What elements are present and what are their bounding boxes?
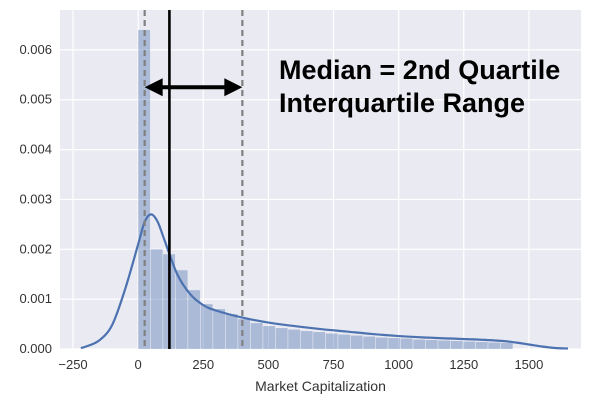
x-tick-label: 1500 <box>514 357 543 372</box>
histogram-bar <box>138 29 151 350</box>
y-tick-label: 0.001 <box>19 291 52 306</box>
iqr-arrow <box>144 78 243 97</box>
histogram-bar <box>275 328 288 349</box>
histogram-bar <box>338 334 351 349</box>
x-tick-label: 1250 <box>449 357 478 372</box>
histogram-bar <box>488 342 501 349</box>
histogram-bar <box>313 332 326 349</box>
grid-lines <box>60 10 581 350</box>
histogram-bar <box>413 339 426 349</box>
histogram-bar <box>450 341 463 349</box>
histogram-bar <box>475 342 488 349</box>
histogram-bar <box>213 309 226 349</box>
histogram-bar <box>238 319 251 349</box>
histogram-bar <box>400 338 413 349</box>
x-axis-label: Market Capitalization <box>255 378 386 394</box>
histogram-bar <box>263 326 276 349</box>
y-tick-label: 0.003 <box>19 191 52 206</box>
histogram-bar <box>175 270 188 349</box>
histogram-bar <box>463 341 476 349</box>
x-tick-label: 750 <box>323 357 345 372</box>
y-tick-label: 0.002 <box>19 241 52 256</box>
x-tick-label: 0 <box>135 357 142 372</box>
plot-background <box>60 10 581 349</box>
y-tick-label: 0.004 <box>19 142 52 157</box>
x-tick-label: −250 <box>58 357 87 372</box>
x-tick-label: 1000 <box>384 357 413 372</box>
histogram-bar <box>425 340 438 349</box>
histogram-bar <box>350 335 363 349</box>
y-tick-label: 0.005 <box>19 92 52 107</box>
x-tick-label: 250 <box>192 357 214 372</box>
histogram-bar <box>150 249 163 349</box>
histogram-bar <box>500 343 513 349</box>
kde-curve <box>80 213 569 350</box>
histogram-bar <box>325 333 338 349</box>
x-axis-ticks: −250 0 250 500 750 1000 1250 1500 <box>58 357 543 372</box>
y-axis-ticks: 0.000 0.001 0.002 0.003 0.004 0.005 0.006 <box>19 42 52 356</box>
histogram-bar <box>288 329 301 349</box>
histogram-bar <box>300 331 313 349</box>
y-tick-label: 0.006 <box>19 42 52 57</box>
histogram-bar <box>225 314 238 349</box>
histogram-bar <box>363 336 376 349</box>
x-tick-label: 500 <box>258 357 280 372</box>
histogram-bar <box>388 338 401 349</box>
histogram-bar <box>188 290 201 349</box>
y-tick-label: 0.000 <box>19 341 52 356</box>
iqr-arrow-head-right <box>224 78 243 97</box>
iqr-arrow-head-left <box>144 78 163 97</box>
histogram-bar <box>200 304 213 349</box>
histogram-bar <box>250 323 263 349</box>
annotation-iqr: Interquartile Range <box>279 88 525 118</box>
annotation-median: Median = 2nd Quartile <box>279 55 560 85</box>
quartile-lines <box>143 10 244 349</box>
histogram-bar <box>375 337 388 349</box>
histogram-bar <box>438 340 451 349</box>
